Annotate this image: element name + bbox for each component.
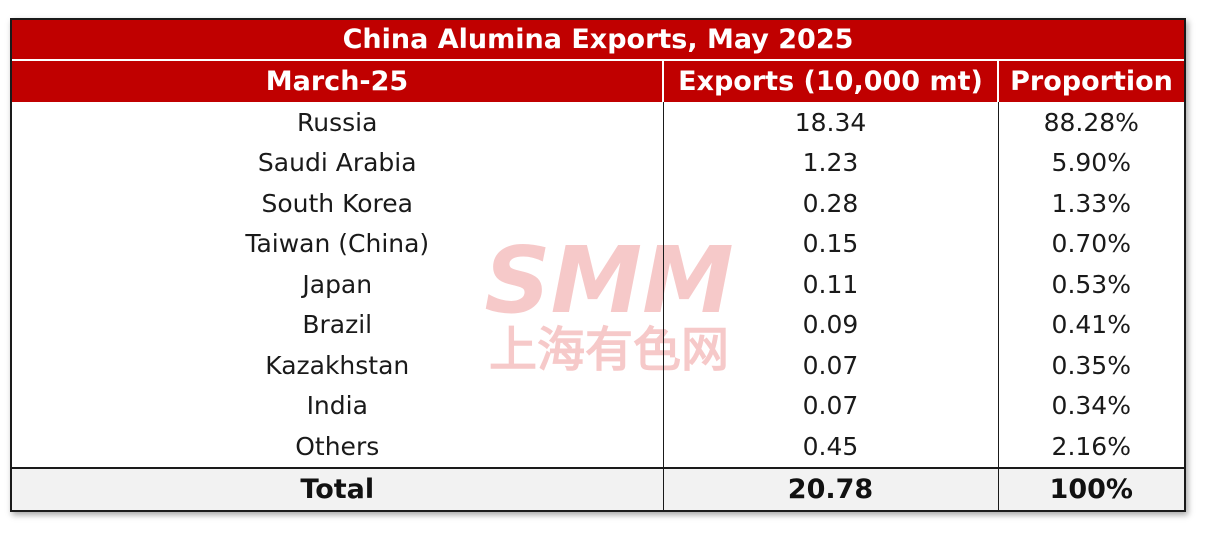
proportion-cell: 5.90% [997, 142, 1185, 183]
table-row: Brazil 0.09 0.41% [12, 304, 1185, 345]
table-row: Saudi Arabia 1.23 5.90% [12, 142, 1185, 183]
total-proportion-cell: 100% [997, 466, 1185, 510]
exports-table-container: SMM 上海有色网 China Alumina Exports, May 202… [10, 18, 1186, 512]
proportion-cell: 0.41% [997, 304, 1185, 345]
country-cell: Russia [297, 107, 378, 137]
proportion-cell: 0.70% [997, 223, 1185, 264]
exports-cell: 0.11 [662, 264, 998, 305]
country-cell: Kazakhstan [265, 350, 410, 380]
exports-cell: 0.07 [662, 345, 998, 386]
proportion-cell: 2.16% [997, 426, 1185, 468]
table-row: Kazakhstan 0.07 0.35% [12, 345, 1185, 386]
proportion-cell: 0.53% [997, 264, 1185, 305]
table-row: Japan 0.11 0.53% [12, 264, 1185, 305]
exports-cell: 0.15 [662, 223, 998, 264]
country-cell: India [306, 391, 368, 421]
total-label-cell: Total [12, 466, 663, 510]
table-row: India 0.07 0.34% [12, 385, 1185, 426]
exports-cell: 0.09 [662, 304, 998, 345]
table-header-row: March-25 Exports (10,000 mt) Proportion [12, 60, 1185, 102]
table-title: China Alumina Exports, May 2025 [12, 20, 1185, 61]
total-row: Total 20.78 100% [12, 466, 1185, 510]
country-cell: Taiwan (China) [245, 229, 430, 259]
country-cell: South Korea [261, 188, 413, 218]
table-row: South Korea 0.28 1.33% [12, 183, 1185, 224]
table-title-row: China Alumina Exports, May 2025 [12, 20, 1185, 61]
exports-table: China Alumina Exports, May 2025 March-25… [12, 20, 1185, 510]
column-header-exports: Exports (10,000 mt) [662, 60, 998, 102]
table-row: Taiwan (China) 0.15 0.70% [12, 223, 1185, 264]
proportion-cell: 88.28% [997, 102, 1185, 143]
exports-cell: 0.45 [662, 426, 998, 468]
country-cell: Saudi Arabia [257, 148, 417, 178]
exports-cell: 0.07 [662, 385, 998, 426]
country-cell: Japan [302, 269, 373, 299]
proportion-cell: 0.35% [997, 345, 1185, 386]
country-cell: Brazil [302, 310, 373, 340]
column-header-country: March-25 [12, 60, 663, 102]
exports-cell: 0.28 [662, 183, 998, 224]
proportion-cell: 0.34% [997, 385, 1185, 426]
column-header-proportion: Proportion [996, 60, 1185, 102]
country-cell: Others [295, 431, 380, 461]
table-row: Russia 18.34 88.28% [12, 102, 1185, 143]
total-exports-cell: 20.78 [662, 466, 998, 510]
exports-cell: 1.23 [662, 142, 998, 183]
table-row: Others 0.45 2.16% [12, 426, 1185, 468]
exports-cell: 18.34 [662, 102, 998, 143]
proportion-cell: 1.33% [997, 183, 1185, 224]
